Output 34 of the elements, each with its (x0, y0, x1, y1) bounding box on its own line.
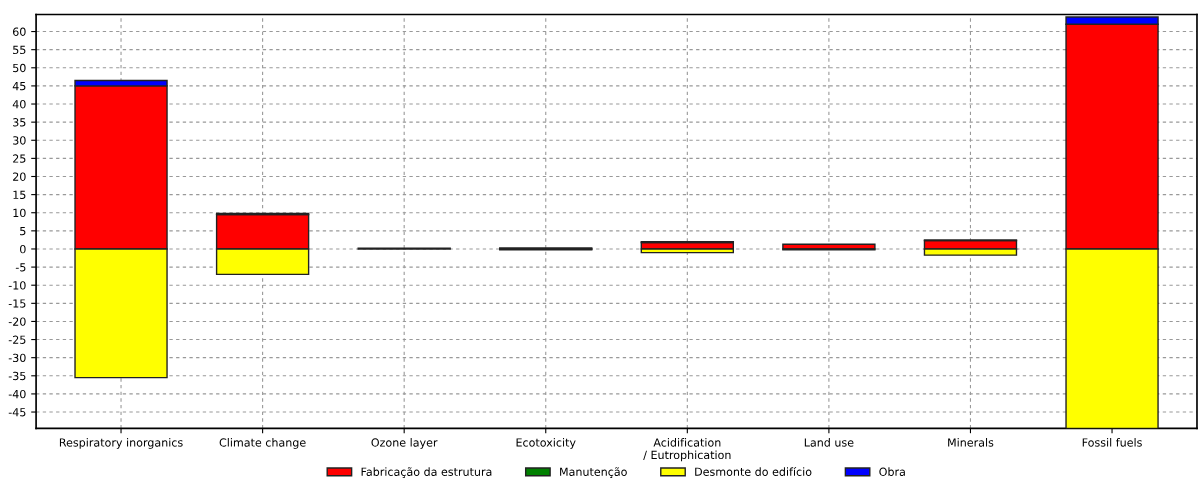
y-tick-label: -30 (8, 353, 26, 363)
legend-label: Manutenção (560, 467, 627, 478)
x-tick-label: Minerals (948, 438, 994, 447)
y-tick-label: 60 (13, 27, 26, 36)
y-tick-label: -20 (8, 317, 26, 326)
x-tick-label: Land use (804, 438, 854, 447)
x-tick-label: Respiratory inorganics (59, 438, 183, 449)
y-tick-label: 35 (13, 118, 26, 127)
y-tick-label: 45 (12, 82, 26, 91)
x-tick-label: Ozone layer (371, 438, 438, 449)
y-tick-label: 20 (13, 172, 26, 181)
y-tick-label: -45 (8, 408, 26, 417)
y-tick-label: 25 (13, 154, 26, 163)
x-tick-label: Ecotoxicity (516, 438, 576, 449)
y-tick-label: 30 (13, 136, 26, 145)
y-tick-label: 15 (13, 190, 26, 199)
y-tick-label: -15 (8, 299, 26, 308)
y-tick-label: -35 (8, 371, 26, 381)
y-tick-label: 10 (13, 208, 26, 218)
legend-label: Desmonte do edifício (695, 466, 812, 476)
y-tick-label: -25 (8, 335, 26, 344)
y-tick-label: 55 (13, 45, 26, 55)
x-tick-label: Acidification / Eutrophication (643, 438, 731, 462)
legend-label: Fabricação da estrutura (361, 467, 492, 478)
legend-label: Obra (879, 467, 905, 476)
y-tick-label: 50 (13, 63, 26, 73)
y-tick-label: -40 (8, 389, 26, 399)
y-tick-label: 0 (20, 244, 26, 254)
y-tick-label: -5 (15, 263, 26, 272)
y-tick-label: 40 (12, 100, 26, 109)
y-tick-label: -10 (8, 281, 26, 290)
x-tick-label: Climate change (219, 438, 306, 449)
y-tick-label: 5 (20, 226, 26, 236)
x-tick-label: Fossil fuels (1082, 438, 1142, 447)
